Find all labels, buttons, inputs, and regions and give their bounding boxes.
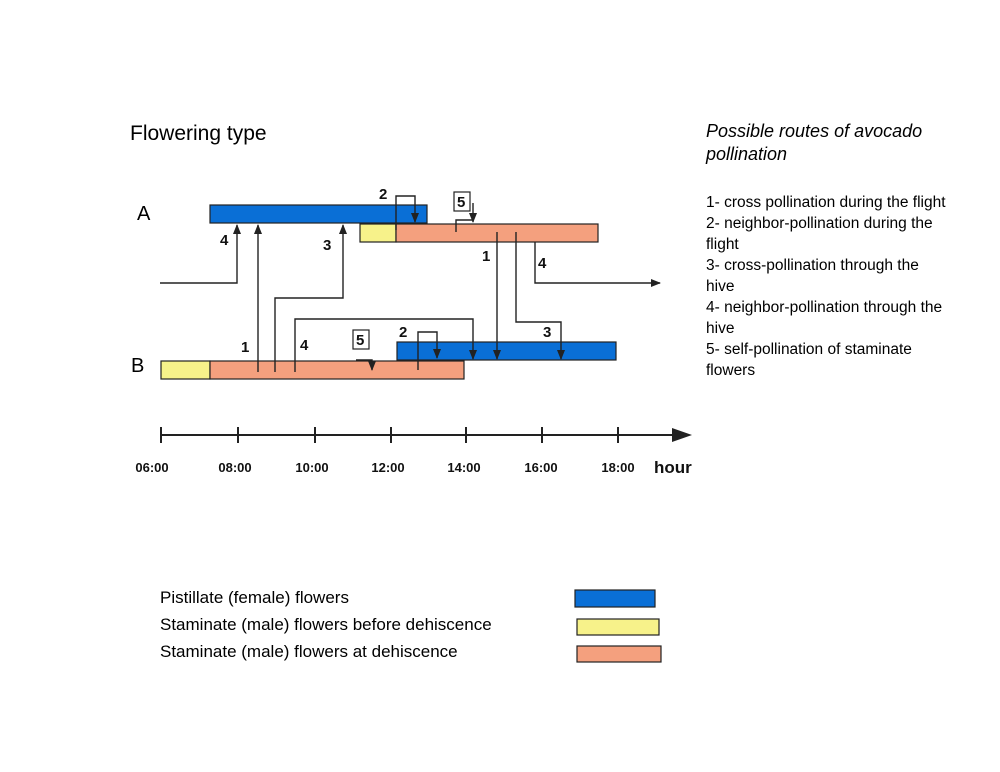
route-number: 4 bbox=[220, 232, 229, 249]
routes-list: 1- cross pollination during the flight 2… bbox=[706, 192, 946, 381]
type-a-label: A bbox=[137, 203, 151, 225]
bar-b-before-dehiscence bbox=[160, 360, 211, 380]
route-a-2-arrow bbox=[395, 195, 419, 230]
legend-swatch-before-dehiscence bbox=[576, 618, 660, 636]
route-number: 1 bbox=[241, 339, 249, 356]
route-item: 1- cross pollination during the flight bbox=[706, 194, 946, 211]
route-a-4-right bbox=[534, 242, 661, 287]
axis-tick-label: 14:00 bbox=[447, 460, 480, 475]
axis-unit-label: hour bbox=[654, 458, 692, 477]
route-number: 2 bbox=[399, 324, 407, 341]
axis-tick-label: 06:00 bbox=[135, 460, 168, 475]
route-number: 3 bbox=[323, 237, 331, 254]
route-number: 1 bbox=[482, 248, 490, 265]
legend-swatch-dehiscence bbox=[576, 645, 662, 663]
bar-a-before-dehiscence bbox=[359, 223, 397, 243]
route-item: 5- self-pollination of staminate flowers bbox=[706, 341, 912, 379]
route-a-5-arrow bbox=[455, 203, 477, 232]
flow-line-arrow bbox=[160, 224, 241, 284]
axis-tick-label: 18:00 bbox=[601, 460, 634, 475]
route-number: 4 bbox=[300, 337, 309, 354]
flowering-type-title: Flowering type bbox=[130, 122, 267, 145]
legend-item-pistillate: Pistillate (female) flowers bbox=[160, 588, 349, 607]
bar-a-pistillate bbox=[209, 204, 428, 224]
route-a-5-box bbox=[453, 191, 471, 212]
bar-b-dehiscence bbox=[209, 360, 465, 380]
time-axis: 06:00 08:00 10:00 12:00 14:00 16:00 18:0… bbox=[135, 427, 692, 477]
route-item: 4- neighbor-pollination through the hive bbox=[706, 299, 943, 337]
route-a-3-arrow bbox=[274, 224, 347, 372]
route-b-5-arrow bbox=[356, 359, 376, 371]
route-b-3-arrow bbox=[515, 232, 565, 360]
axis-tick-label: 08:00 bbox=[218, 460, 251, 475]
legend-item-before-dehiscence: Staminate (male) flowers before dehiscen… bbox=[160, 615, 492, 634]
legend-swatch-pistillate bbox=[574, 589, 656, 608]
route-b-4-arrow bbox=[294, 318, 477, 372]
route-number: 2 bbox=[379, 186, 387, 203]
type-b-label: B bbox=[131, 355, 145, 377]
axis-tick-label: 16:00 bbox=[524, 460, 557, 475]
axis-tick-label: 10:00 bbox=[295, 460, 328, 475]
route-number: 5 bbox=[356, 332, 364, 349]
route-number: 3 bbox=[543, 324, 551, 341]
bar-b-pistillate bbox=[396, 341, 617, 361]
axis-tick-label: 12:00 bbox=[371, 460, 404, 475]
route-item: 2- neighbor-pollination during the fligh… bbox=[706, 215, 933, 253]
pollination-routes bbox=[160, 195, 661, 372]
route-b-5-box bbox=[352, 329, 370, 350]
route-item: 3- cross-pollination through the hive bbox=[706, 257, 919, 295]
legend: Pistillate (female) flowers Staminate (m… bbox=[160, 584, 580, 665]
route-number: 5 bbox=[457, 194, 465, 211]
legend-item-dehiscence: Staminate (male) flowers at dehiscence bbox=[160, 642, 458, 661]
route-b-2-arrow bbox=[417, 331, 441, 370]
routes-title: Possible routes of avocado pollination bbox=[706, 121, 923, 164]
route-number: 4 bbox=[538, 255, 547, 272]
